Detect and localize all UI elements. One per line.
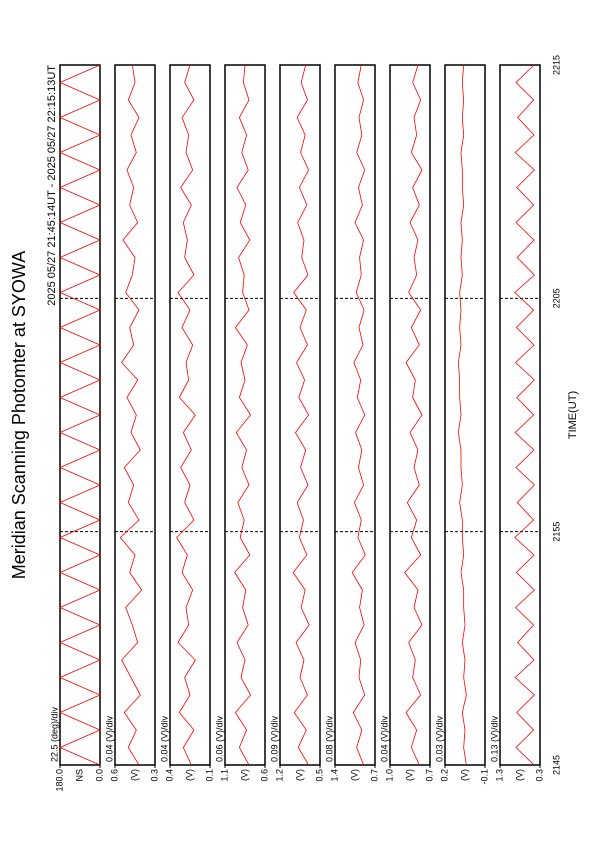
plot-area: Meridian Scanning Photomter at SYOWA 202… [9,55,579,792]
panel-scale-label: 0.03 (V)/div [434,715,444,762]
panel-scale-label: 0.06 (V)/div [214,715,224,762]
chart-title: Meridian Scanning Photomter at SYOWA [9,251,29,579]
y-tick-label: 0.3 [149,769,159,782]
x-axis-label: TIME(UT) [567,391,579,439]
y-tick-label: 0.0 [94,769,104,782]
data-line [514,64,535,766]
panel-scale-label: 0.08 (V)/div [324,715,334,762]
data-line [176,64,196,766]
y-unit-label: (V) [129,769,139,781]
y-tick-label: 0.4 [164,769,174,782]
y-tick-label: 0.6 [109,769,119,782]
panel-frame [389,64,431,766]
y-tick-label: 180.0 [54,769,64,792]
panel-frame [279,64,321,766]
y-tick-label: 0.7 [424,769,434,782]
panel-scale-label: 22.5 (deg)/div [49,706,59,762]
y-unit-label: (V) [239,769,249,781]
y-unit-label: (V) [514,769,524,781]
y-tick-label: 1.0 [384,769,394,782]
y-tick-label: 1.3 [494,769,504,782]
x-tick-label: 2215 [551,55,561,75]
y-tick-label: 1.4 [329,769,339,782]
y-tick-label: 1.1 [219,769,229,782]
x-tick-label: 2155 [551,522,561,542]
y-unit-label: (V) [459,769,469,781]
data-line [404,64,423,766]
panel-frame [169,64,211,766]
panel-scale-label: 0.04 (V)/div [379,715,389,762]
panel-scale-label: 0.13 (V)/div [489,715,499,762]
panel-scale-label: 0.04 (V)/div [159,715,169,762]
y-tick-label: -0.1 [479,769,489,785]
y-tick-label: 0.3 [534,769,544,782]
y-tick-label: 0.6 [259,769,269,782]
x-tick-label: 2145 [551,755,561,775]
y-tick-label: 0.5 [314,769,324,782]
panel-frame [334,64,376,766]
data-line [59,64,101,766]
y-unit-label: NS [74,769,84,782]
y-unit-label: (V) [294,769,304,781]
panel-scale-label: 0.09 (V)/div [269,715,279,762]
panel-scale-label: 0.04 (V)/div [104,715,114,762]
data-line [119,64,143,766]
data-line [351,64,366,766]
y-tick-label: 0.7 [369,769,379,782]
data-line [457,64,467,766]
x-tick-label: 2205 [551,288,561,308]
panel-frame [59,64,101,766]
y-tick-label: 1.2 [274,769,284,782]
y-tick-label: 0.2 [439,769,449,782]
y-tick-label: 0.1 [204,769,214,782]
y-unit-label: (V) [404,769,414,781]
chart-subtitle: 2025 05/27 21:45:14UT - 2025 05/27 22:15… [46,65,58,306]
panel-frame [114,64,156,766]
y-unit-label: (V) [349,769,359,781]
data-line [292,64,310,766]
data-line [234,64,252,766]
y-unit-label: (V) [184,769,194,781]
